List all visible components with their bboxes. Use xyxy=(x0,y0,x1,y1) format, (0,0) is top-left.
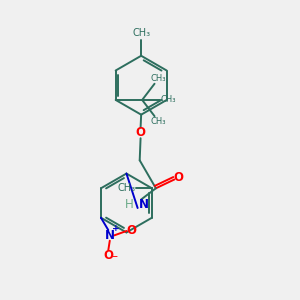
Text: N: N xyxy=(105,229,115,242)
Text: +: + xyxy=(112,224,120,233)
Text: CH₃: CH₃ xyxy=(132,28,150,38)
Text: O: O xyxy=(173,172,183,184)
Text: O: O xyxy=(126,224,136,238)
Text: CH₃: CH₃ xyxy=(151,117,166,126)
Text: H: H xyxy=(124,198,133,211)
Text: CH₃: CH₃ xyxy=(151,74,166,83)
Text: O: O xyxy=(136,126,146,140)
Text: ⁻: ⁻ xyxy=(112,253,118,266)
Text: CH₃: CH₃ xyxy=(160,95,176,104)
Text: N: N xyxy=(139,198,148,211)
Text: O: O xyxy=(103,249,113,262)
Text: CH₃: CH₃ xyxy=(117,183,135,193)
